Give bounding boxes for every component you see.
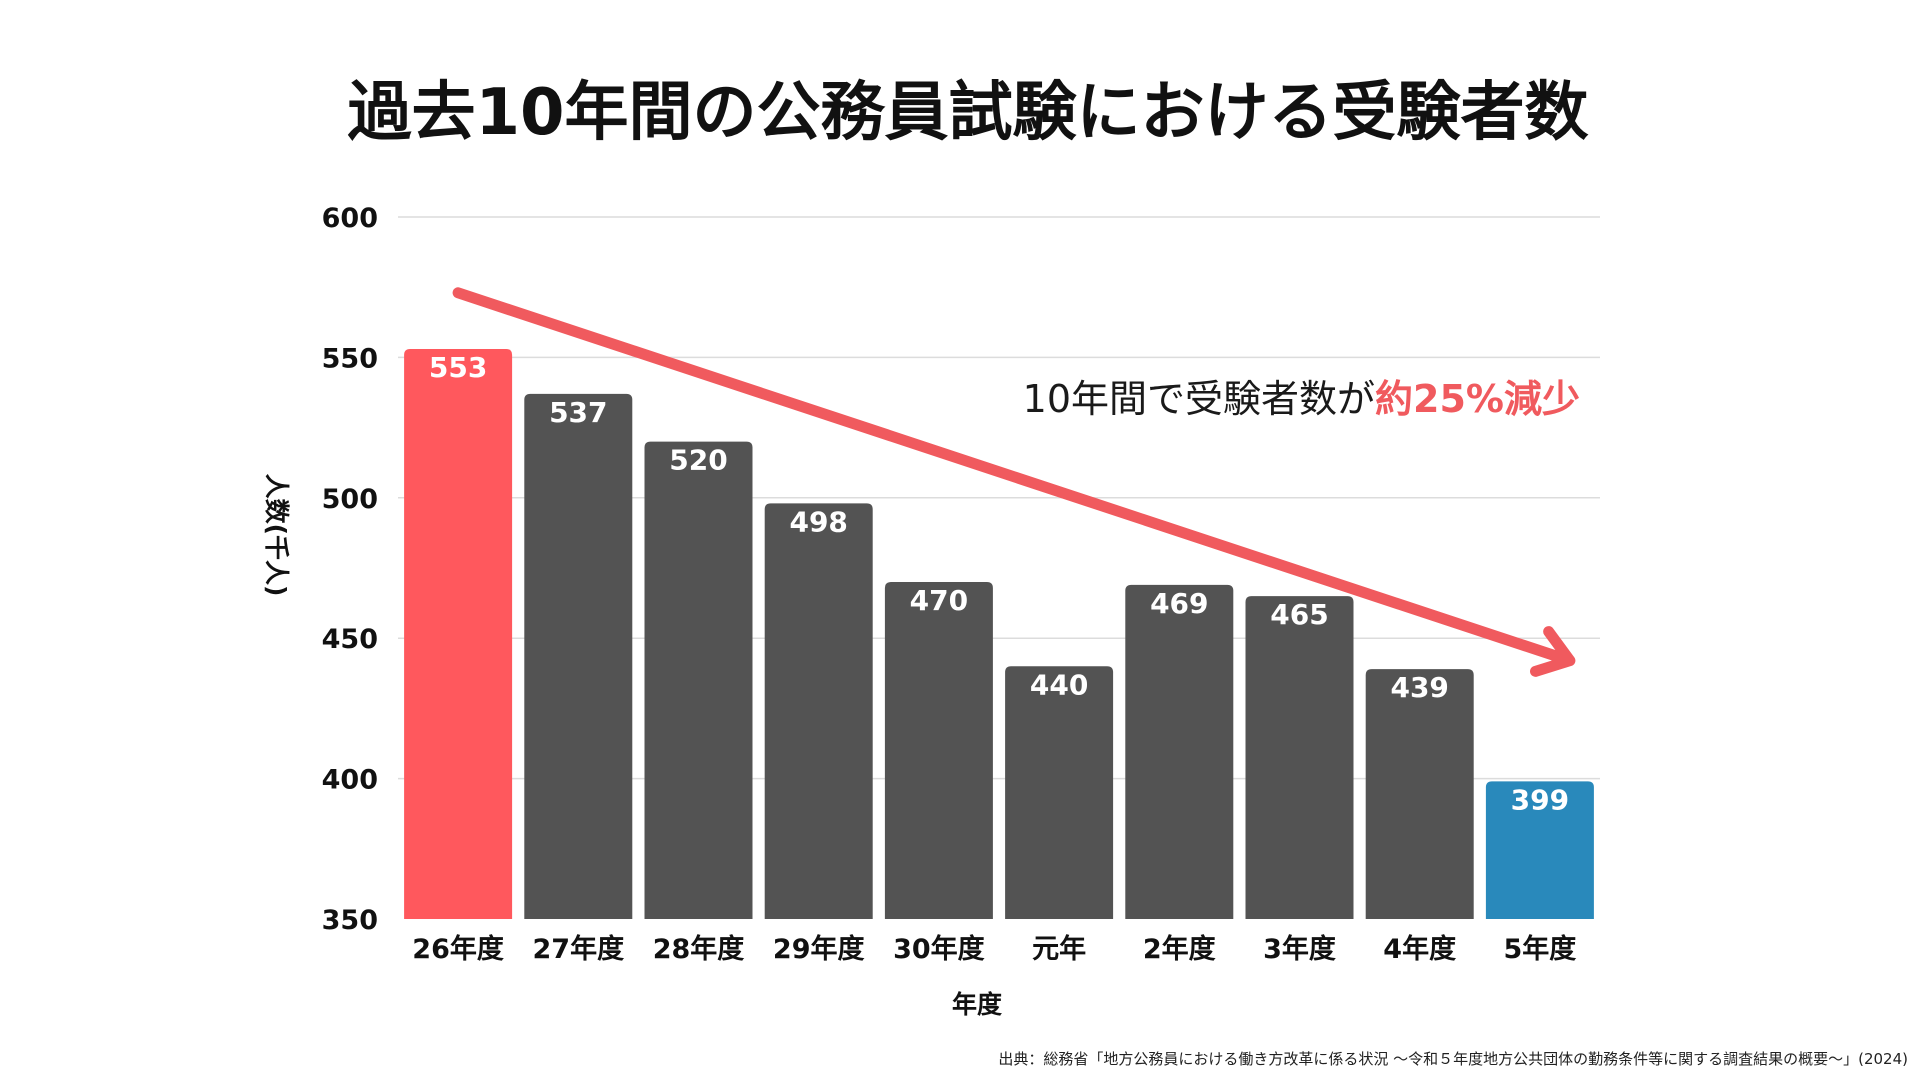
bar-value-label: 465	[1270, 598, 1328, 631]
bar-value-labels: 553 537 520 498 470 440 469 465 439 399	[429, 351, 1569, 816]
bar-value-label: 439	[1390, 671, 1448, 704]
bar	[764, 503, 873, 919]
x-tick-label: 5年度	[1504, 933, 1577, 965]
bar	[1245, 596, 1354, 919]
trend-arrow	[452, 287, 1576, 677]
x-tick-label: 28年度	[653, 933, 745, 965]
bar	[1365, 669, 1474, 919]
bar-value-label: 469	[1150, 587, 1208, 620]
y-axis-label: 人数(千人)	[262, 474, 291, 597]
y-tick-label: 600	[322, 203, 378, 234]
bar-value-label: 440	[1030, 668, 1088, 701]
x-tick-label: 29年度	[773, 933, 865, 965]
bar-value-label: 537	[549, 396, 607, 429]
trend-annotation-prefix: 10年間で受験者数が	[1023, 377, 1375, 421]
y-tick-label: 500	[322, 484, 378, 515]
bar	[404, 348, 513, 919]
bar-value-label: 399	[1511, 783, 1569, 816]
y-tick-label: 450	[322, 624, 378, 655]
x-tick-label: 2年度	[1143, 933, 1216, 965]
bar	[884, 582, 993, 919]
x-axis-ticks: 26年度 27年度 28年度 29年度 30年度 元年 2年度 3年度 4年度 5年度	[412, 933, 1576, 965]
x-tick-label: 3年度	[1263, 933, 1336, 965]
bar-value-label: 498	[789, 505, 847, 538]
y-tick-label: 400	[322, 765, 378, 796]
bar	[1485, 781, 1594, 919]
x-tick-label: 26年度	[412, 933, 504, 965]
bars	[404, 348, 1594, 919]
trend-annotation-emphasis: 約25%減少	[1375, 377, 1580, 421]
x-tick-label: 30年度	[893, 933, 985, 965]
bar-value-label: 470	[910, 584, 968, 617]
chart-title: 過去10年間の公務員試験における受験者数	[347, 76, 1588, 150]
bar	[1005, 666, 1114, 919]
x-axis-label: 年度	[952, 990, 1002, 1019]
bar	[1125, 584, 1234, 919]
x-tick-label: 27年度	[533, 933, 625, 965]
bar-value-label: 553	[429, 351, 487, 384]
bar	[644, 441, 753, 919]
y-axis-ticks: 350 400 450 500 550 600	[322, 203, 378, 936]
trend-arrow-shaft	[452, 287, 1570, 665]
x-tick-label: 4年度	[1383, 933, 1456, 965]
bar-value-label: 520	[669, 444, 727, 477]
y-tick-label: 350	[322, 905, 378, 936]
trend-annotation: 10年間で受験者数が約25%減少	[1023, 377, 1580, 421]
bar	[524, 393, 633, 919]
y-tick-label: 550	[322, 343, 378, 374]
x-tick-label: 元年	[1032, 933, 1086, 965]
trend-arrow-head	[1530, 626, 1576, 677]
source-note: 出典：総務省「地方公務員における働き方改革に係る状況 ～令和５年度地方公共団体の…	[998, 1050, 1908, 1068]
